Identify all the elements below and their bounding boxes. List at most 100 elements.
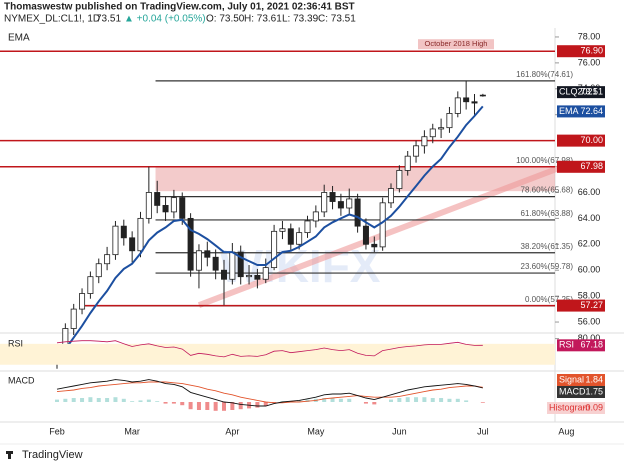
histogram-bar [222, 402, 226, 411]
histogram-bar [80, 398, 85, 402]
histogram-bar [230, 402, 235, 410]
candle-body [304, 220, 311, 234]
ohlc-close: C: 73.51 [318, 14, 356, 25]
signal-last-box [557, 374, 605, 386]
level-value: 76.90 [580, 46, 603, 56]
candle-body [195, 250, 202, 271]
candle-body [179, 197, 186, 219]
histogram-bar [71, 398, 76, 402]
rsi-line [56, 340, 483, 358]
publisher: Thomaswestw published on TradingView.com… [4, 2, 355, 13]
candle-body [471, 101, 478, 104]
ema-last-box [557, 105, 605, 118]
candle-body [120, 225, 127, 239]
last-price: 73.51 [96, 14, 121, 25]
level-note: October 2018 High [425, 39, 488, 48]
candle-body [312, 211, 319, 222]
candle-body [271, 230, 278, 269]
y-tick-label: 56.00 [578, 316, 601, 326]
histogram-bar [188, 402, 193, 410]
last-price-box [557, 86, 605, 99]
histogram-bar [255, 402, 260, 408]
level-value: 57.27 [580, 300, 603, 310]
candle-body [396, 170, 403, 189]
candle-body [79, 293, 86, 310]
macd-last-name: MACD [559, 386, 586, 396]
level-box [557, 299, 605, 312]
histogram-bar [439, 398, 444, 402]
histogram-bar [88, 397, 93, 402]
histogram-bar [397, 398, 402, 402]
candle-body [454, 97, 461, 114]
ema-last-value: 72.64 [580, 106, 603, 116]
fib-label: 23.60%(59.78) [521, 262, 574, 271]
x-tick-label: Apr [225, 426, 239, 436]
x-tick-label: Jul [477, 426, 489, 436]
candle-body [246, 274, 253, 278]
histogram-name: Histogram [549, 402, 590, 412]
rsi-label: RSI [8, 338, 23, 348]
x-tick-label: Jun [392, 426, 407, 436]
macd-line [56, 379, 483, 407]
fib-label: 100.00%(67.98) [516, 156, 573, 165]
candle-body [170, 197, 177, 213]
ohlc-open: O: 73.50 [206, 14, 245, 25]
histogram-bar [155, 401, 160, 402]
candle-body [321, 192, 328, 213]
y-tick-label: 78.00 [578, 31, 601, 41]
x-tick-label: May [307, 426, 325, 436]
histogram-bar [389, 399, 393, 402]
histogram-bar [138, 400, 143, 402]
histogram-bar [297, 400, 302, 402]
histogram-bar [121, 398, 126, 402]
fib-label: 38.20%(61.35) [521, 242, 574, 251]
level-box [557, 160, 605, 173]
candle-body [212, 256, 219, 271]
candle-body [70, 308, 77, 329]
y-tick-label: 64.00 [578, 213, 601, 223]
level-note-bg [418, 39, 494, 50]
ohlc-high: H: 73.61 [244, 14, 282, 25]
candle-body [137, 217, 144, 252]
fib-label: 61.80%(63.88) [521, 209, 574, 218]
macd-last-box [557, 386, 605, 398]
level-box [557, 45, 605, 58]
rsi-last-value: 67.18 [580, 340, 603, 350]
candle-body [187, 217, 194, 271]
candle-body [204, 250, 211, 258]
histogram-bar [372, 402, 377, 405]
brand: TradingView [22, 449, 83, 461]
symbol: NYMEX_DL:CL1!, 1D [4, 14, 100, 25]
candle-body [95, 263, 102, 278]
histogram-bar [163, 402, 168, 404]
histogram-bar [205, 402, 210, 410]
candle-body [346, 198, 353, 209]
histogram-bar [405, 397, 410, 402]
last-price-name: CLQ2021 [559, 87, 598, 97]
candle-body [145, 192, 152, 219]
candle-body [354, 198, 361, 227]
candle-body [337, 201, 344, 209]
candle-body [287, 228, 294, 245]
fib-label: 78.60%(65.68) [521, 186, 574, 195]
histogram-bar [330, 398, 335, 402]
y-tick-label: 58.00 [578, 291, 601, 301]
plot: 56.0058.0060.0062.0064.0066.0068.0072.00… [0, 31, 605, 436]
candle-body [479, 94, 486, 97]
histogram-box [547, 402, 605, 414]
last-price-value: 73.51 [580, 87, 603, 97]
level-value: 70.00 [580, 135, 603, 145]
histogram-value: -0.09 [582, 402, 603, 412]
candle-body [438, 127, 445, 130]
histogram-bar [464, 400, 469, 402]
candle-body [329, 192, 336, 202]
candle-body [379, 202, 386, 248]
histogram-bar [63, 398, 68, 402]
candle-body [237, 251, 244, 278]
histogram-bar [105, 398, 110, 402]
histogram-bar [238, 402, 243, 410]
brand-logo [6, 451, 13, 459]
ema-last-name: EMA [559, 106, 579, 116]
